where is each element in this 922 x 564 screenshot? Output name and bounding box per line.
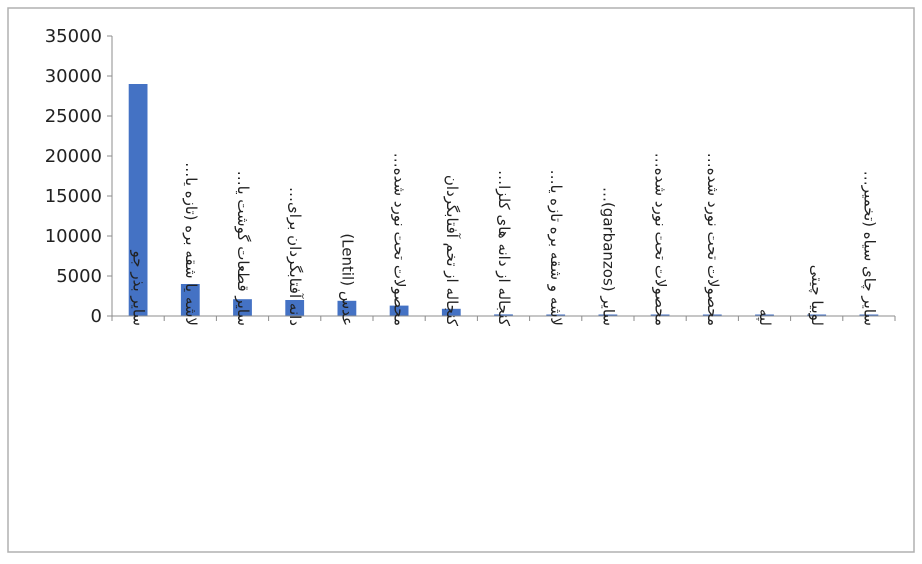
x-tick-label: محصولات تحت نورد شده… — [704, 153, 722, 326]
bar — [128, 84, 148, 316]
bars — [128, 84, 879, 316]
x-tick-label: سایر چای سیاه (تخمیر… — [860, 171, 878, 326]
bar — [494, 314, 513, 316]
x-tick-label: سایر قطعات گوشت یا… — [234, 171, 252, 326]
bar — [807, 314, 827, 316]
x-tick-label: دانه آفتابگردان برای… — [286, 187, 304, 326]
bar — [755, 314, 774, 316]
chart-border — [7, 7, 915, 553]
y-tick-label: 5000 — [56, 266, 102, 287]
bar — [285, 300, 305, 316]
y-tick-label: 15000 — [45, 186, 102, 207]
x-tick-label: لوبیا چیتی — [808, 265, 826, 326]
x-tick-label: سایر (garbanzos)… — [599, 187, 617, 326]
bar — [441, 308, 461, 316]
y-axis: 0 5000 10000 15000 20000 25000 30000 35000 — [45, 26, 113, 327]
bar — [337, 300, 357, 316]
y-tick-label: 0 — [91, 306, 102, 327]
y-tick-label: 10000 — [45, 226, 102, 247]
x-tick-label: لپه — [755, 309, 774, 326]
x-axis: سایر بذر جو لاشه یا شقه بره (تازه یا… سایر… — [111, 153, 896, 327]
x-tick-label: لاشه یا شقه بره (تازه یا… — [182, 162, 200, 326]
x-tick-label: کنجاله از تخم آفتابگردان — [443, 175, 461, 327]
x-tick-label: سایر بذر جو — [130, 250, 148, 326]
bar — [546, 314, 566, 316]
bar — [180, 284, 200, 316]
y-tick-label: 35000 — [45, 26, 102, 47]
x-tick-label: عدس (Lentil) — [338, 233, 356, 326]
y-tick-label: 20000 — [45, 146, 102, 167]
x-tick-label: محصولات تحت نورد شده… — [391, 153, 409, 326]
x-tick-label: محصولات تحت نورد شده… — [652, 153, 670, 326]
bar — [650, 314, 670, 316]
bar — [598, 314, 618, 316]
y-tick-label: 25000 — [45, 106, 102, 127]
x-tick-label: کنجاله از دانه های کلزا… — [495, 170, 513, 327]
bar — [233, 299, 252, 316]
x-tick-label: لاشه و شقه بره تازه یا… — [547, 170, 565, 326]
bar — [702, 314, 722, 316]
y-tick-label: 30000 — [45, 66, 102, 87]
bar — [859, 314, 879, 316]
bar — [389, 305, 409, 316]
